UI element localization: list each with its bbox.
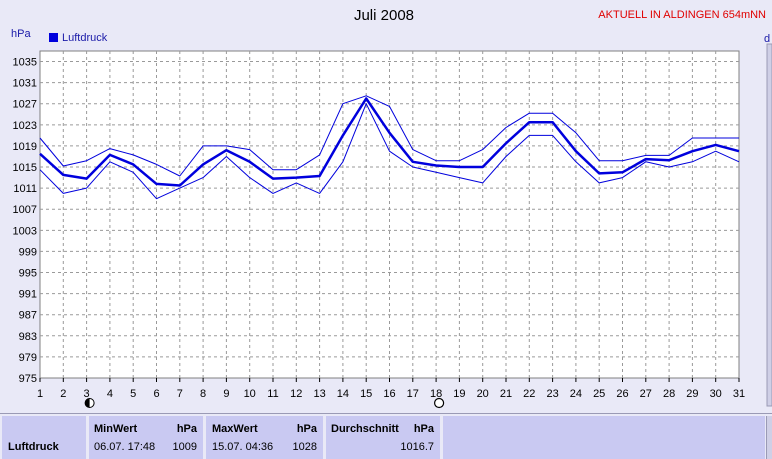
x-tick-label: 17 — [407, 388, 419, 400]
x-tick-label: 20 — [477, 388, 489, 400]
y-tick-label: 1015 — [13, 162, 37, 174]
x-tick-label: 21 — [500, 388, 512, 400]
series-line-mean — [39, 97, 740, 187]
y-axis-unit: hPa — [11, 28, 31, 40]
y-tick-label: 975 — [19, 373, 37, 385]
moon-shadow — [85, 398, 90, 408]
x-tick-label: 7 — [177, 388, 183, 400]
min-header: MinWert — [94, 423, 138, 435]
bottom-scrollbar[interactable] — [766, 416, 772, 459]
x-tick-label: 11 — [267, 388, 278, 400]
max-unit: hPa — [296, 423, 317, 435]
pressure-chart: Juli 2008 AKTUELL IN ALDINGEN 654mNN hPa… — [11, 7, 772, 409]
x-tick-label: 12 — [290, 388, 302, 400]
x-axis-ticks: 1 2 3 4 5 6 7 8 9 10 11 12 13 14 15 16 17 18 19 20 21 22 23 24 2… — [37, 378, 745, 400]
moon-phases — [84, 397, 445, 409]
x-tick-label: 5 — [130, 388, 136, 400]
max-value-box: MaxWert hPa 15.07. 04:36 1028 — [206, 416, 323, 459]
x-tick-label: 2 — [60, 388, 66, 400]
max-datetime: 15.07. 04:36 — [212, 441, 274, 453]
series-line-min — [39, 103, 740, 200]
right-scrollbar[interactable] — [766, 43, 772, 407]
x-tick-label: 6 — [153, 388, 159, 400]
average-value: 1016.7 — [400, 441, 434, 453]
x-tick-label: 26 — [616, 388, 628, 400]
x-tick-label: 13 — [313, 388, 325, 400]
y-tick-label: 1007 — [13, 204, 37, 216]
x-tick-label: 31 — [733, 388, 745, 400]
legend-label: Luftdruck — [62, 32, 108, 44]
min-datetime: 06.07. 17:48 — [94, 441, 156, 453]
x-tick-label: 29 — [686, 388, 698, 400]
max-header: MaxWert — [212, 423, 258, 435]
y-axis-ticks: 975 979 983 987 991 995 999 1003 1007 1011 1015 101… — [13, 57, 37, 385]
y-tick-label: 1019 — [13, 141, 37, 153]
stats-empty-box — [443, 416, 765, 459]
y-tick-label: 987 — [19, 310, 37, 322]
y-tick-label: 995 — [19, 268, 37, 280]
y-tick-label: 1031 — [13, 78, 37, 90]
x-tick-label: 18 — [430, 388, 442, 400]
x-tick-label: 19 — [453, 388, 465, 400]
series-lines — [39, 95, 740, 200]
x-tick-label: 8 — [200, 388, 206, 400]
min-value: 1009 — [172, 441, 197, 453]
full-moon-icon — [434, 397, 445, 409]
y-tick-label: 1003 — [13, 225, 37, 237]
max-value: 1028 — [292, 441, 317, 453]
chart-title: Juli 2008 — [354, 7, 414, 24]
x-tick-label: 3 — [84, 388, 90, 400]
grid — [40, 51, 739, 378]
x-tick-label: 22 — [523, 388, 535, 400]
min-unit: hPa — [176, 423, 197, 435]
x-tick-label: 9 — [223, 388, 229, 400]
y-tick-label: 991 — [19, 289, 37, 301]
x-tick-label: 4 — [107, 388, 113, 400]
x-tick-label: 28 — [663, 388, 675, 400]
x-tick-label: 1 — [37, 388, 43, 400]
stats-row-label: Luftdruck — [8, 441, 59, 453]
legend-swatch — [49, 33, 58, 42]
average-header: Durchschnitt — [331, 423, 399, 435]
y-tick-label: 979 — [19, 352, 37, 364]
y-tick-label: 1023 — [13, 120, 37, 132]
x-tick-label: 30 — [710, 388, 722, 400]
min-value-box: MinWert hPa 06.07. 17:48 1009 — [89, 416, 203, 459]
stats-row-label-box: Luftdruck — [2, 416, 86, 459]
series-line-max — [39, 95, 739, 177]
x-tick-label: 10 — [244, 388, 256, 400]
y-tick-label: 999 — [19, 246, 37, 258]
right-edge-label: d — [764, 33, 770, 45]
stats-panel: Luftdruck MinWert hPa 06.07. 17:48 1009 … — [0, 413, 772, 459]
x-tick-label: 24 — [570, 388, 582, 400]
x-tick-label: 27 — [640, 388, 652, 400]
x-tick-label: 16 — [383, 388, 395, 400]
y-tick-label: 1035 — [13, 57, 37, 69]
y-tick-label: 1011 — [13, 183, 37, 195]
x-tick-label: 23 — [546, 388, 558, 400]
average-unit: hPa — [413, 423, 434, 435]
x-tick-label: 15 — [360, 388, 372, 400]
x-tick-label: 14 — [337, 388, 349, 400]
y-tick-label: 983 — [19, 331, 37, 343]
x-tick-label: 25 — [593, 388, 605, 400]
y-tick-label: 1027 — [13, 99, 37, 111]
station-note: AKTUELL IN ALDINGEN 654mNN — [598, 9, 766, 21]
average-box: Durchschnitt hPa 1016.7 — [326, 416, 440, 459]
